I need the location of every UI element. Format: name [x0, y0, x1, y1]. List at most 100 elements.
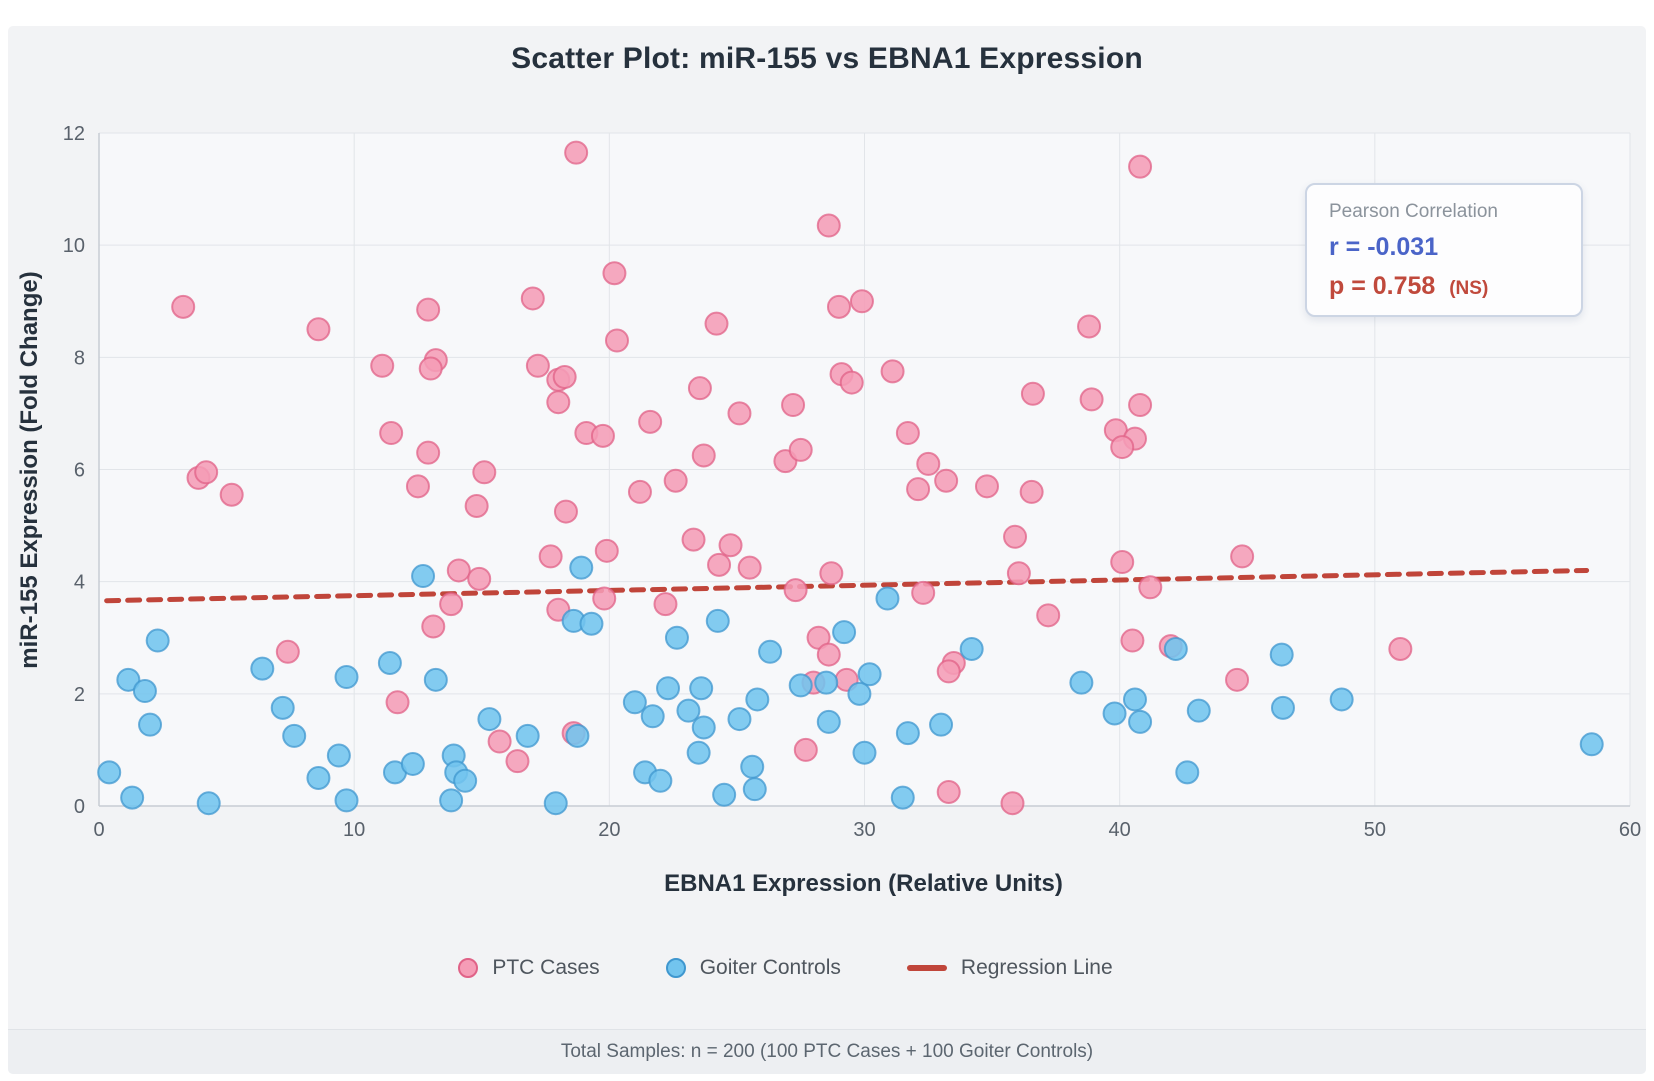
data-point: [1175, 760, 1200, 785]
data-point: [564, 140, 589, 165]
data-point: [453, 768, 478, 793]
data-point: [911, 580, 936, 605]
data-point: [411, 564, 436, 589]
data-point: [727, 707, 752, 732]
chart-title: Scatter Plot: miR-155 vs EBNA1 Expressio…: [511, 42, 1143, 75]
svg-text:60: 60: [1619, 819, 1641, 841]
data-point: [464, 493, 489, 518]
data-point: [627, 479, 652, 504]
data-point: [832, 620, 857, 645]
data-point: [691, 715, 716, 740]
stats-r-value: r = -0.031: [1329, 233, 1439, 261]
data-point: [686, 740, 711, 765]
data-point: [1138, 575, 1163, 600]
data-point: [116, 667, 141, 692]
data-point: [936, 779, 961, 804]
data-point: [306, 765, 331, 790]
data-point: [653, 592, 678, 617]
data-point: [487, 729, 512, 754]
data-point: [553, 499, 578, 524]
svg-text:50: 50: [1364, 819, 1386, 841]
data-point: [538, 544, 563, 569]
data-point: [171, 294, 196, 319]
data-point: [681, 527, 706, 552]
pearson-correlation-box: Pearson Correlation r = -0.031 p = 0.758…: [1305, 183, 1583, 317]
svg-text:30: 30: [853, 819, 875, 841]
data-point: [783, 578, 808, 603]
regression-line-icon: [906, 965, 947, 971]
data-point: [326, 743, 351, 768]
chart-panel: 0 10 20 30 40 50 60 0 2 4 6 8 10 12 Scatter Plot: miR…: [8, 26, 1646, 1074]
svg-text:8: 8: [74, 347, 85, 369]
legend-label-goiter: Goiter Controls: [699, 956, 841, 979]
data-point: [1270, 695, 1295, 720]
data-point: [816, 709, 841, 734]
data-point: [847, 681, 872, 706]
data-point: [1579, 732, 1604, 757]
data-point: [604, 328, 629, 353]
legend-item-goiter[interactable]: Goiter Controls: [665, 956, 841, 980]
data-point: [788, 437, 813, 462]
data-point: [880, 359, 905, 384]
legend-item-ptc[interactable]: PTC Cases: [458, 956, 600, 980]
legend-label-ptc: PTC Cases: [492, 956, 600, 979]
data-point: [1163, 636, 1188, 661]
legend-item-regression[interactable]: Regression Line: [906, 956, 1113, 980]
data-point: [691, 443, 716, 468]
goiter-points: [97, 555, 1604, 816]
ns-label: (NS): [1449, 278, 1489, 299]
data-point: [640, 704, 665, 729]
x-axis-title: EBNA1 Expression (Relative Units): [664, 870, 1063, 897]
data-point: [816, 213, 841, 238]
data-point: [592, 586, 617, 611]
data-point: [1128, 393, 1153, 418]
data-point: [638, 409, 663, 434]
data-point: [400, 751, 425, 776]
p-value-text: p = 0.758: [1329, 272, 1436, 300]
data-point: [1020, 381, 1045, 406]
data-point: [718, 533, 743, 558]
svg-text:2: 2: [74, 684, 85, 706]
data-point: [656, 676, 681, 701]
data-point: [446, 558, 471, 583]
data-point: [727, 401, 752, 426]
data-point: [282, 723, 307, 748]
data-point: [849, 289, 874, 314]
data-point: [467, 566, 492, 591]
data-point: [648, 768, 673, 793]
data-point: [194, 460, 219, 485]
data-point: [421, 614, 446, 639]
data-point: [423, 667, 448, 692]
data-point: [439, 788, 464, 813]
data-point: [250, 656, 275, 681]
data-point: [816, 642, 841, 667]
data-point: [602, 261, 627, 286]
data-point: [740, 754, 765, 779]
data-point: [275, 639, 300, 664]
data-point: [826, 294, 851, 319]
data-point: [379, 421, 404, 446]
data-point: [1120, 628, 1145, 653]
data-point: [839, 370, 864, 395]
data-point: [916, 451, 941, 476]
data-point: [270, 695, 295, 720]
stats-heading: Pearson Correlation: [1329, 201, 1498, 222]
data-point: [745, 687, 770, 712]
data-point: [664, 625, 689, 650]
data-point: [974, 474, 999, 499]
data-point: [334, 665, 359, 690]
data-point: [1110, 435, 1135, 460]
svg-text:4: 4: [74, 572, 85, 594]
data-point: [622, 690, 647, 715]
data-point: [704, 311, 729, 336]
data-point: [505, 749, 530, 774]
data-point: [472, 460, 497, 485]
data-point: [687, 376, 712, 401]
data-point: [737, 555, 762, 580]
data-point: [1036, 603, 1061, 628]
data-point: [439, 592, 464, 617]
data-point: [875, 586, 900, 611]
footer-text: Total Samples: n = 200 (100 PTC Cases + …: [560, 1041, 1094, 1062]
data-point: [929, 712, 954, 737]
data-point: [906, 477, 931, 502]
